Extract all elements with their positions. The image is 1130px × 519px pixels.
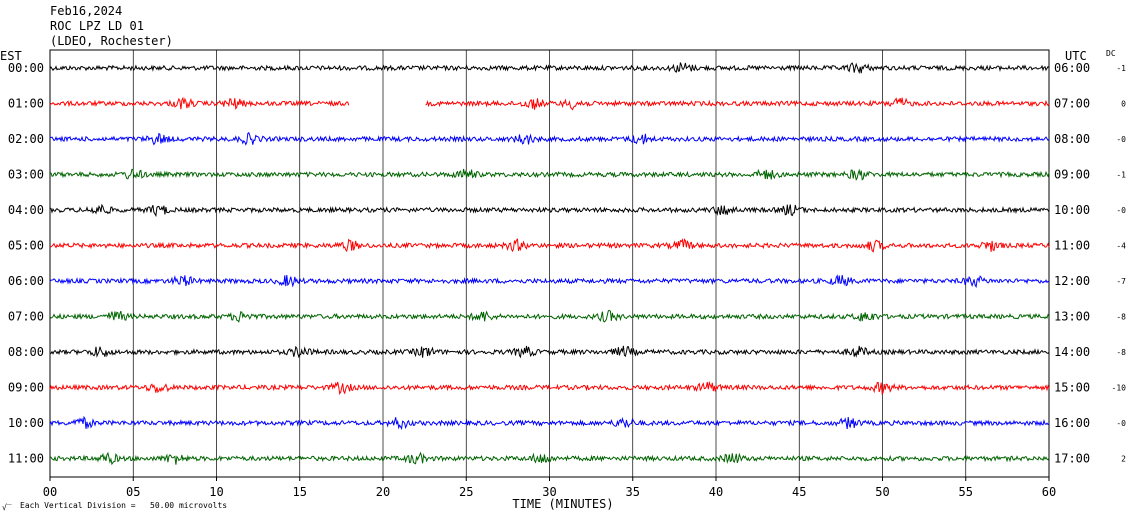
corner-mark: √̅ [2, 503, 7, 512]
est-hour-label: 10:00 [8, 416, 44, 430]
x-tick-label: 00 [43, 485, 57, 499]
est-hour-label: 07:00 [8, 310, 44, 324]
est-hour-label: 05:00 [8, 239, 44, 253]
utc-hour-label: 12:00 [1054, 274, 1090, 288]
x-tick-label: 30 [542, 485, 556, 499]
left-axis-title: EST [0, 49, 22, 63]
chart-title: ROC LPZ LD 01 [50, 19, 144, 33]
dc-offset-value: -10 [1112, 384, 1127, 393]
dc-offset-value: -8 [1116, 313, 1126, 322]
x-tick-label: 45 [792, 485, 806, 499]
dc-offset-value: -0 [1116, 419, 1126, 428]
x-tick-label: 10 [209, 485, 223, 499]
est-hour-label: 06:00 [8, 274, 44, 288]
seismic-trace-0700 [49, 310, 1050, 323]
dc-offset-value: 2 [1121, 455, 1126, 464]
est-hour-label: 01:00 [8, 97, 44, 111]
est-hour-label: 03:00 [8, 168, 44, 182]
seismic-traces [49, 62, 1050, 466]
x-tick-label: 60 [1042, 485, 1056, 499]
dc-offset-value: -0 [1116, 135, 1126, 144]
x-axis-title: TIME (MINUTES) [512, 497, 613, 511]
est-hour-label: 09:00 [8, 381, 44, 395]
dc-offset-value: -0 [1116, 206, 1126, 215]
utc-hour-label: 08:00 [1054, 132, 1090, 146]
est-hour-label: 11:00 [8, 452, 44, 466]
est-hour-label: 02:00 [8, 132, 44, 146]
chart-date: Feb16,2024 [50, 4, 123, 18]
x-tick-label: 50 [875, 485, 889, 499]
x-tick-label: 20 [376, 485, 390, 499]
x-tick-label: 40 [709, 485, 723, 499]
utc-hour-label: 15:00 [1054, 381, 1090, 395]
est-hour-label: 00:00 [8, 61, 44, 75]
dc-offset-value: -8 [1116, 348, 1126, 357]
utc-hour-label: 16:00 [1054, 416, 1090, 430]
x-tick-label: 25 [459, 485, 473, 499]
x-tick-label: 15 [293, 485, 307, 499]
dc-offset-value: 0 [1121, 100, 1126, 109]
seismic-trace-0100 [425, 97, 1050, 111]
dc-offset-value: -4 [1116, 242, 1126, 251]
dc-column-title: DC [1106, 49, 1116, 58]
utc-hour-label: 11:00 [1054, 239, 1090, 253]
seismic-trace-0100 [49, 96, 350, 110]
seismic-trace-1100 [49, 451, 1050, 466]
est-hour-label: 04:00 [8, 203, 44, 217]
est-hour-label: 08:00 [8, 345, 44, 359]
utc-hour-label: 10:00 [1054, 203, 1090, 217]
dc-offset-value: -1 [1116, 171, 1126, 180]
right-axis-title: UTC [1065, 49, 1087, 63]
scale-note: Each Vertical Division = 50.00 microvolt… [20, 501, 228, 510]
seismic-trace-1000 [49, 415, 1050, 431]
x-tick-label: 35 [626, 485, 640, 499]
seismic-trace-0300 [49, 168, 1050, 181]
seismic-trace-0200 [49, 131, 1050, 146]
utc-hour-label: 17:00 [1054, 452, 1090, 466]
plot-grid [49, 49, 1050, 478]
utc-hour-label: 13:00 [1054, 310, 1090, 324]
seismic-trace-0400 [49, 203, 1050, 218]
utc-hour-label: 09:00 [1054, 168, 1090, 182]
utc-hour-label: 07:00 [1054, 97, 1090, 111]
dc-offset-value: -7 [1116, 277, 1126, 286]
x-axis-ticks: 00 05 10 15 20 25 30 35 40 45 50 55 60 [43, 477, 1056, 499]
utc-hour-label: 14:00 [1054, 345, 1090, 359]
seismic-trace-0900 [49, 380, 1050, 396]
row-labels: 00:00 06:00 -1 01:00 07:00 0 02:00 08:00 -0 03:00… [8, 61, 1126, 466]
x-tick-label: 55 [959, 485, 973, 499]
seismic-trace-0800 [49, 345, 1050, 359]
chart-subtitle: (LDEO, Rochester) [50, 34, 173, 48]
dc-offset-value: -1 [1116, 64, 1126, 73]
seismic-trace-0000 [49, 62, 1050, 75]
seismic-trace-0500 [49, 238, 1050, 253]
utc-hour-label: 06:00 [1054, 61, 1090, 75]
seismic-trace-0600 [49, 274, 1050, 289]
x-tick-label: 05 [126, 485, 140, 499]
